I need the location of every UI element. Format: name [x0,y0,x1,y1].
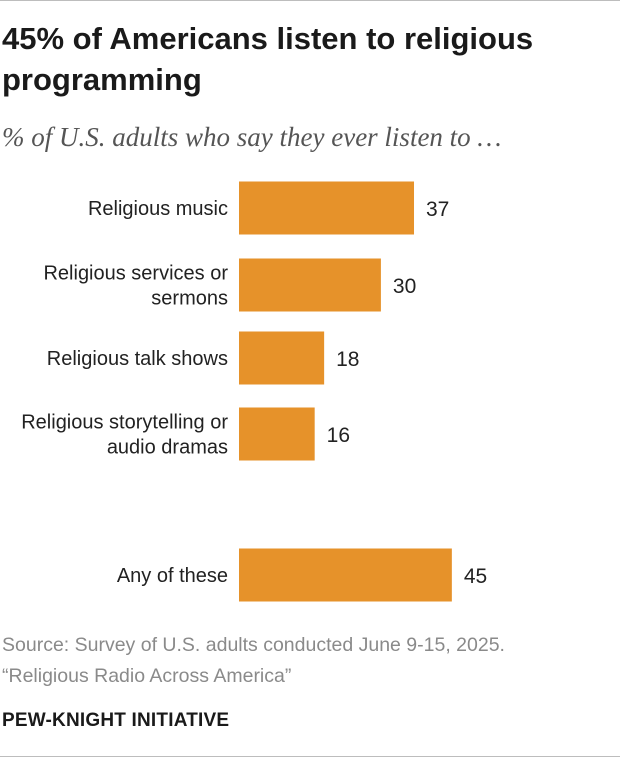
category-label-line: Religious services or [43,263,228,285]
data-label-3: 16 [327,424,350,447]
bar-3 [239,407,315,461]
report-title: “Religious Radio Across America” [2,665,292,687]
category-label-0: Religious music [88,198,228,220]
data-label-2: 18 [336,348,359,371]
bottom-rule [0,756,620,757]
category-label-line: Religious storytelling or [21,412,228,434]
chart-title: 45% of Americans listen to religious pro… [2,21,534,97]
bar-chart: 37 Religious music 30 Religious services or… [21,181,487,602]
category-label-line: Any of these [117,565,228,587]
data-label-4: 45 [464,565,487,588]
category-label-2: Religious talk shows [47,348,228,370]
chart-subtitle: % of U.S. adults who say they ever liste… [2,122,502,152]
bar-0 [239,181,415,235]
category-label-3: Religious storytelling or audio dramas [21,412,228,459]
category-label-line: Religious music [88,198,228,220]
brand-logo-text: PEW-KNIGHT INITIATIVE [2,710,230,731]
data-label-1: 30 [393,275,416,298]
category-label-line: sermons [151,288,228,310]
bar-1 [239,258,381,312]
bar-2 [239,331,325,385]
source-line: Source: Survey of U.S. adults conducted … [2,634,505,656]
category-label-4: Any of these [117,565,228,587]
category-label-line: audio dramas [107,437,228,459]
category-label-line: Religious talk shows [47,348,228,370]
data-label-0: 37 [426,198,449,221]
source-note: Source: Survey of U.S. adults conducted … [2,630,612,692]
bar-4 [239,548,452,602]
category-label-1: Religious services or sermons [43,263,228,310]
top-rule [0,0,620,1]
